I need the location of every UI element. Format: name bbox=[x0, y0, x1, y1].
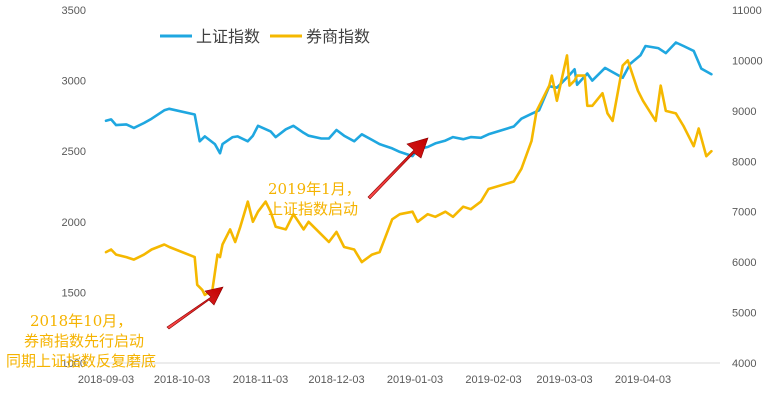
annotation-oct-line-2: 券商指数先行启动 bbox=[24, 332, 144, 350]
x-tick-label: 2018-10-03 bbox=[154, 374, 210, 386]
left-tick-label: 1000 bbox=[62, 358, 86, 370]
series-line-brokerage bbox=[104, 54, 713, 297]
legend: 上证指数 券商指数 bbox=[160, 27, 370, 46]
left-tick-label: 2500 bbox=[62, 146, 86, 158]
right-tick-label: 5000 bbox=[732, 308, 756, 320]
legend-label-brokerage: 券商指数 bbox=[306, 27, 370, 46]
left-tick-label: 3500 bbox=[62, 5, 86, 17]
annotation-arrow-oct bbox=[166, 286, 224, 330]
right-tick-label: 8000 bbox=[732, 156, 756, 168]
left-tick-label: 1500 bbox=[62, 287, 86, 299]
annotation-oct: 2018年10月， 券商指数先行启动 同期上证指数反复磨底 bbox=[6, 312, 156, 370]
series-line-sse bbox=[104, 41, 713, 158]
right-tick-label: 6000 bbox=[732, 257, 756, 269]
left-axis-tick-labels: 1000 1500 2000 2500 3000 3500 bbox=[62, 5, 86, 370]
legend-label-sse: 上证指数 bbox=[196, 27, 260, 46]
annotation-jan-line-1: 2019年1月， bbox=[268, 180, 361, 198]
x-tick-label: 2019-03-03 bbox=[536, 374, 592, 386]
right-tick-label: 9000 bbox=[732, 106, 756, 118]
left-tick-label: 3000 bbox=[62, 76, 86, 88]
right-tick-label: 4000 bbox=[732, 358, 756, 370]
series-layer bbox=[104, 41, 713, 297]
x-tick-label: 2018-09-03 bbox=[78, 374, 134, 386]
x-tick-label: 2018-12-03 bbox=[308, 374, 364, 386]
right-tick-label: 10000 bbox=[732, 55, 763, 67]
annotation-jan: 2019年1月， 上证指数启动 bbox=[268, 180, 361, 218]
right-tick-label: 7000 bbox=[732, 207, 756, 219]
right-axis-tick-labels: 4000 5000 6000 7000 8000 9000 10000 11000 bbox=[732, 5, 763, 370]
x-tick-label: 2019-04-03 bbox=[615, 374, 671, 386]
annotation-oct-line-3: 同期上证指数反复磨底 bbox=[6, 352, 156, 370]
x-tick-label: 2019-02-03 bbox=[465, 374, 521, 386]
annotation-oct-line-1: 2018年10月， bbox=[30, 312, 132, 330]
x-tick-label: 2019-01-03 bbox=[387, 374, 443, 386]
annotation-jan-line-2: 上证指数启动 bbox=[268, 200, 358, 218]
left-tick-label: 2000 bbox=[62, 217, 86, 229]
annotation-arrow-jan bbox=[367, 137, 429, 200]
x-axis-tick-labels: 2018-09-03 2018-10-03 2018-11-03 2018-12-03… bbox=[78, 374, 671, 386]
x-tick-label: 2018-11-03 bbox=[233, 374, 288, 386]
right-tick-label: 11000 bbox=[732, 5, 762, 17]
